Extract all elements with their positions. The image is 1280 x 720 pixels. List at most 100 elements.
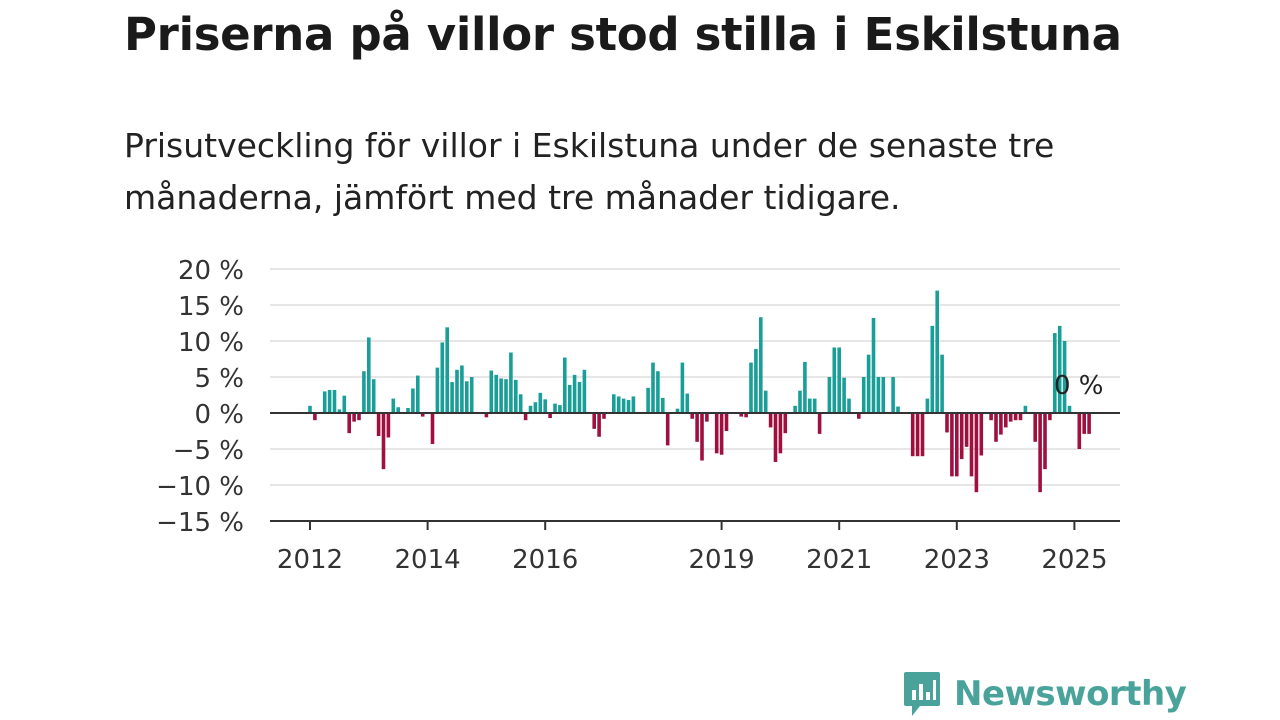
bar <box>940 354 944 413</box>
bar <box>749 362 753 413</box>
bar <box>656 371 660 413</box>
brand-logo: Newsworthy <box>902 670 1187 718</box>
bar <box>357 413 361 421</box>
bar <box>950 413 954 477</box>
bar <box>416 375 420 413</box>
bar <box>376 413 381 437</box>
bar <box>1053 333 1057 413</box>
bar <box>915 413 920 457</box>
bar <box>675 408 680 413</box>
bar <box>744 413 748 418</box>
bar <box>616 396 621 413</box>
bar <box>567 384 572 413</box>
bar <box>832 347 837 413</box>
bar <box>827 377 832 413</box>
bar <box>700 413 704 461</box>
bar <box>332 389 337 413</box>
bar <box>391 398 396 413</box>
bar <box>1087 413 1091 434</box>
bar <box>327 389 332 413</box>
bar <box>352 413 356 422</box>
bar <box>812 398 817 413</box>
bar <box>371 379 376 413</box>
bar <box>1082 413 1086 434</box>
bar <box>367 337 371 413</box>
bar <box>1013 413 1018 421</box>
x-tick-label: 2014 <box>395 545 461 575</box>
bar <box>602 413 606 419</box>
bar <box>910 413 915 457</box>
bar <box>861 377 866 413</box>
bar <box>808 398 812 413</box>
bar <box>1023 405 1028 413</box>
bar <box>651 362 655 413</box>
bar <box>1062 341 1067 413</box>
bar <box>1057 325 1062 413</box>
x-tick-label: 2016 <box>512 545 578 575</box>
bar <box>768 413 773 428</box>
bar <box>837 347 841 413</box>
bar <box>465 381 469 413</box>
bar <box>665 413 670 446</box>
bar <box>621 398 626 413</box>
bar <box>714 413 719 454</box>
bar <box>999 413 1003 435</box>
bar <box>705 413 709 422</box>
bar <box>969 413 974 477</box>
bar <box>489 370 494 413</box>
bar <box>440 342 445 413</box>
last-value-label: 0 % <box>1054 371 1104 401</box>
y-tick-label: 0 % <box>194 400 244 430</box>
bar <box>523 413 528 421</box>
bar <box>1008 413 1013 422</box>
y-tick-label: 20 % <box>178 256 244 286</box>
bar <box>322 391 327 413</box>
bar <box>450 382 454 413</box>
bar <box>842 377 846 413</box>
bar <box>626 400 631 413</box>
bar <box>646 387 650 413</box>
bar <box>994 413 998 442</box>
bar <box>381 413 386 470</box>
bar <box>553 403 557 413</box>
bar <box>1004 413 1008 428</box>
bar <box>577 382 582 413</box>
bar <box>313 413 317 421</box>
bar <box>558 405 562 413</box>
bar <box>1077 413 1082 449</box>
bar <box>538 392 543 413</box>
bar <box>460 365 464 413</box>
bar <box>411 388 415 413</box>
x-tick-label: 2021 <box>806 545 872 575</box>
bar <box>773 413 778 462</box>
bar <box>445 327 449 413</box>
y-tick-label: −15 % <box>156 508 244 538</box>
bar <box>680 362 685 413</box>
bar <box>719 413 724 455</box>
y-tick-label: −10 % <box>156 472 244 502</box>
bar <box>420 413 425 417</box>
bar <box>754 348 758 413</box>
bar <box>543 399 547 413</box>
bar <box>548 413 552 419</box>
bar <box>989 413 993 421</box>
bar <box>396 407 400 413</box>
bar <box>592 413 596 429</box>
bar <box>959 413 964 460</box>
bar <box>857 413 861 419</box>
bar <box>847 398 851 413</box>
bar <box>778 413 783 454</box>
chart-subtitle: Prisutveckling för villor i Eskilstuna u… <box>124 126 1055 217</box>
bar <box>533 402 538 413</box>
bar <box>509 352 513 413</box>
bar <box>1067 405 1072 413</box>
brand-name: Newsworthy <box>954 674 1187 714</box>
bar <box>817 413 822 434</box>
bar <box>337 409 342 413</box>
bar <box>891 377 895 413</box>
y-tick-label: 15 % <box>178 292 244 322</box>
bar <box>783 413 788 434</box>
bar <box>455 369 459 413</box>
bar <box>974 413 979 493</box>
bar <box>528 405 533 413</box>
